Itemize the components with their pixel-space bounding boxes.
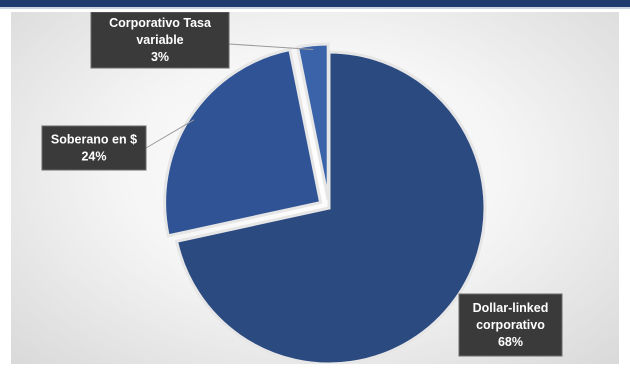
data-label-value: 24% [81,150,106,164]
data-label: Dollar-linked corporativo 68% [458,293,563,357]
pie-slice [163,47,323,238]
data-label-name: Dollar-linked [473,301,549,315]
data-label-value: 3% [151,50,169,64]
pie-slice [174,50,487,364]
pie-slices [163,42,487,364]
data-label-box [41,125,147,171]
data-label-box [90,12,230,69]
chart-area: Dollar-linked corporativo 68% Soberano en $… [11,12,619,364]
data-label: Corporativo Tasa variable 3% [90,12,230,69]
pie-slice [295,42,330,201]
leader-line [228,43,314,50]
data-labels: Dollar-linked corporativo 68% Soberano en $… [41,12,563,357]
data-label-name: variable [136,33,183,47]
data-label-value: 68% [498,335,523,349]
data-label: Soberano en $ 24% [41,125,147,171]
leader-lines [145,43,314,149]
header-rule [0,7,630,9]
data-label-box [458,293,563,357]
pie-chart: Dollar-linked corporativo 68% Soberano en $… [41,12,563,364]
header-bar [0,0,630,7]
data-label-name: Soberano en $ [51,133,137,147]
leader-line [145,119,195,149]
data-label-name: Corporativo Tasa [109,16,212,30]
data-label-name: corporativo [476,318,545,332]
